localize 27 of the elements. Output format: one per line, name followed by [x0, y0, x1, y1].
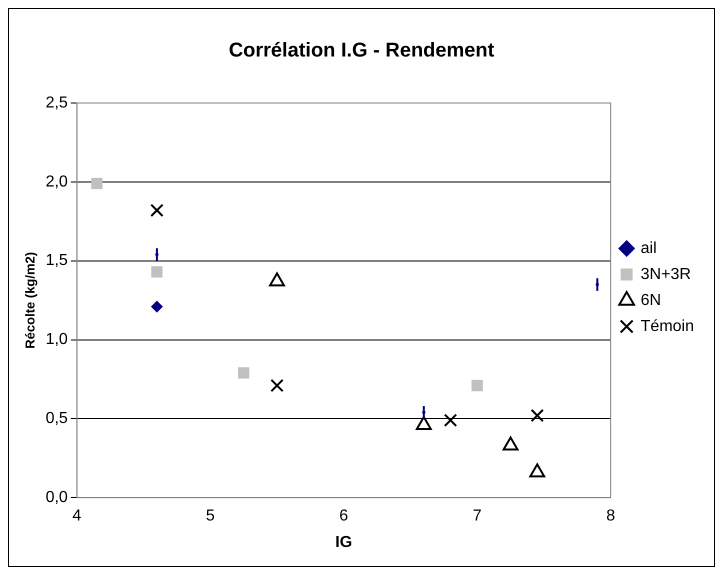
x-tick-label: 4 [72, 508, 82, 525]
chart-title: Corrélation I.G - Rendement [228, 40, 495, 62]
y-tick-label: 1,5 [46, 252, 68, 270]
y-tick-label: 0,0 [46, 489, 68, 506]
point [270, 378, 284, 392]
x-tick-label: 6 [339, 508, 348, 525]
point [444, 414, 458, 427]
legend-label: 3N+3R [640, 266, 691, 283]
x-tick-label: 8 [606, 508, 616, 525]
y-tick-label: 2,0 [46, 173, 68, 190]
y-tick-label: 0,5 [46, 410, 68, 428]
point [150, 300, 163, 313]
point [530, 408, 544, 422]
y-tick-label: 1,0 [46, 331, 68, 348]
legend-label: 6N [640, 292, 662, 309]
x-axis-title: IG [335, 534, 352, 551]
y-tick-label: 2,5 [46, 94, 68, 112]
point [150, 204, 164, 217]
point [238, 367, 250, 379]
point [151, 266, 163, 278]
y-axis-title: Récolte (kg/m2) [22, 252, 38, 349]
legend-label: ail [640, 240, 657, 257]
point [472, 380, 483, 392]
legend-label: Témoin [640, 318, 694, 335]
point [91, 178, 103, 190]
x-tick-label: 7 [472, 508, 482, 525]
x-tick-label: 5 [206, 508, 215, 525]
